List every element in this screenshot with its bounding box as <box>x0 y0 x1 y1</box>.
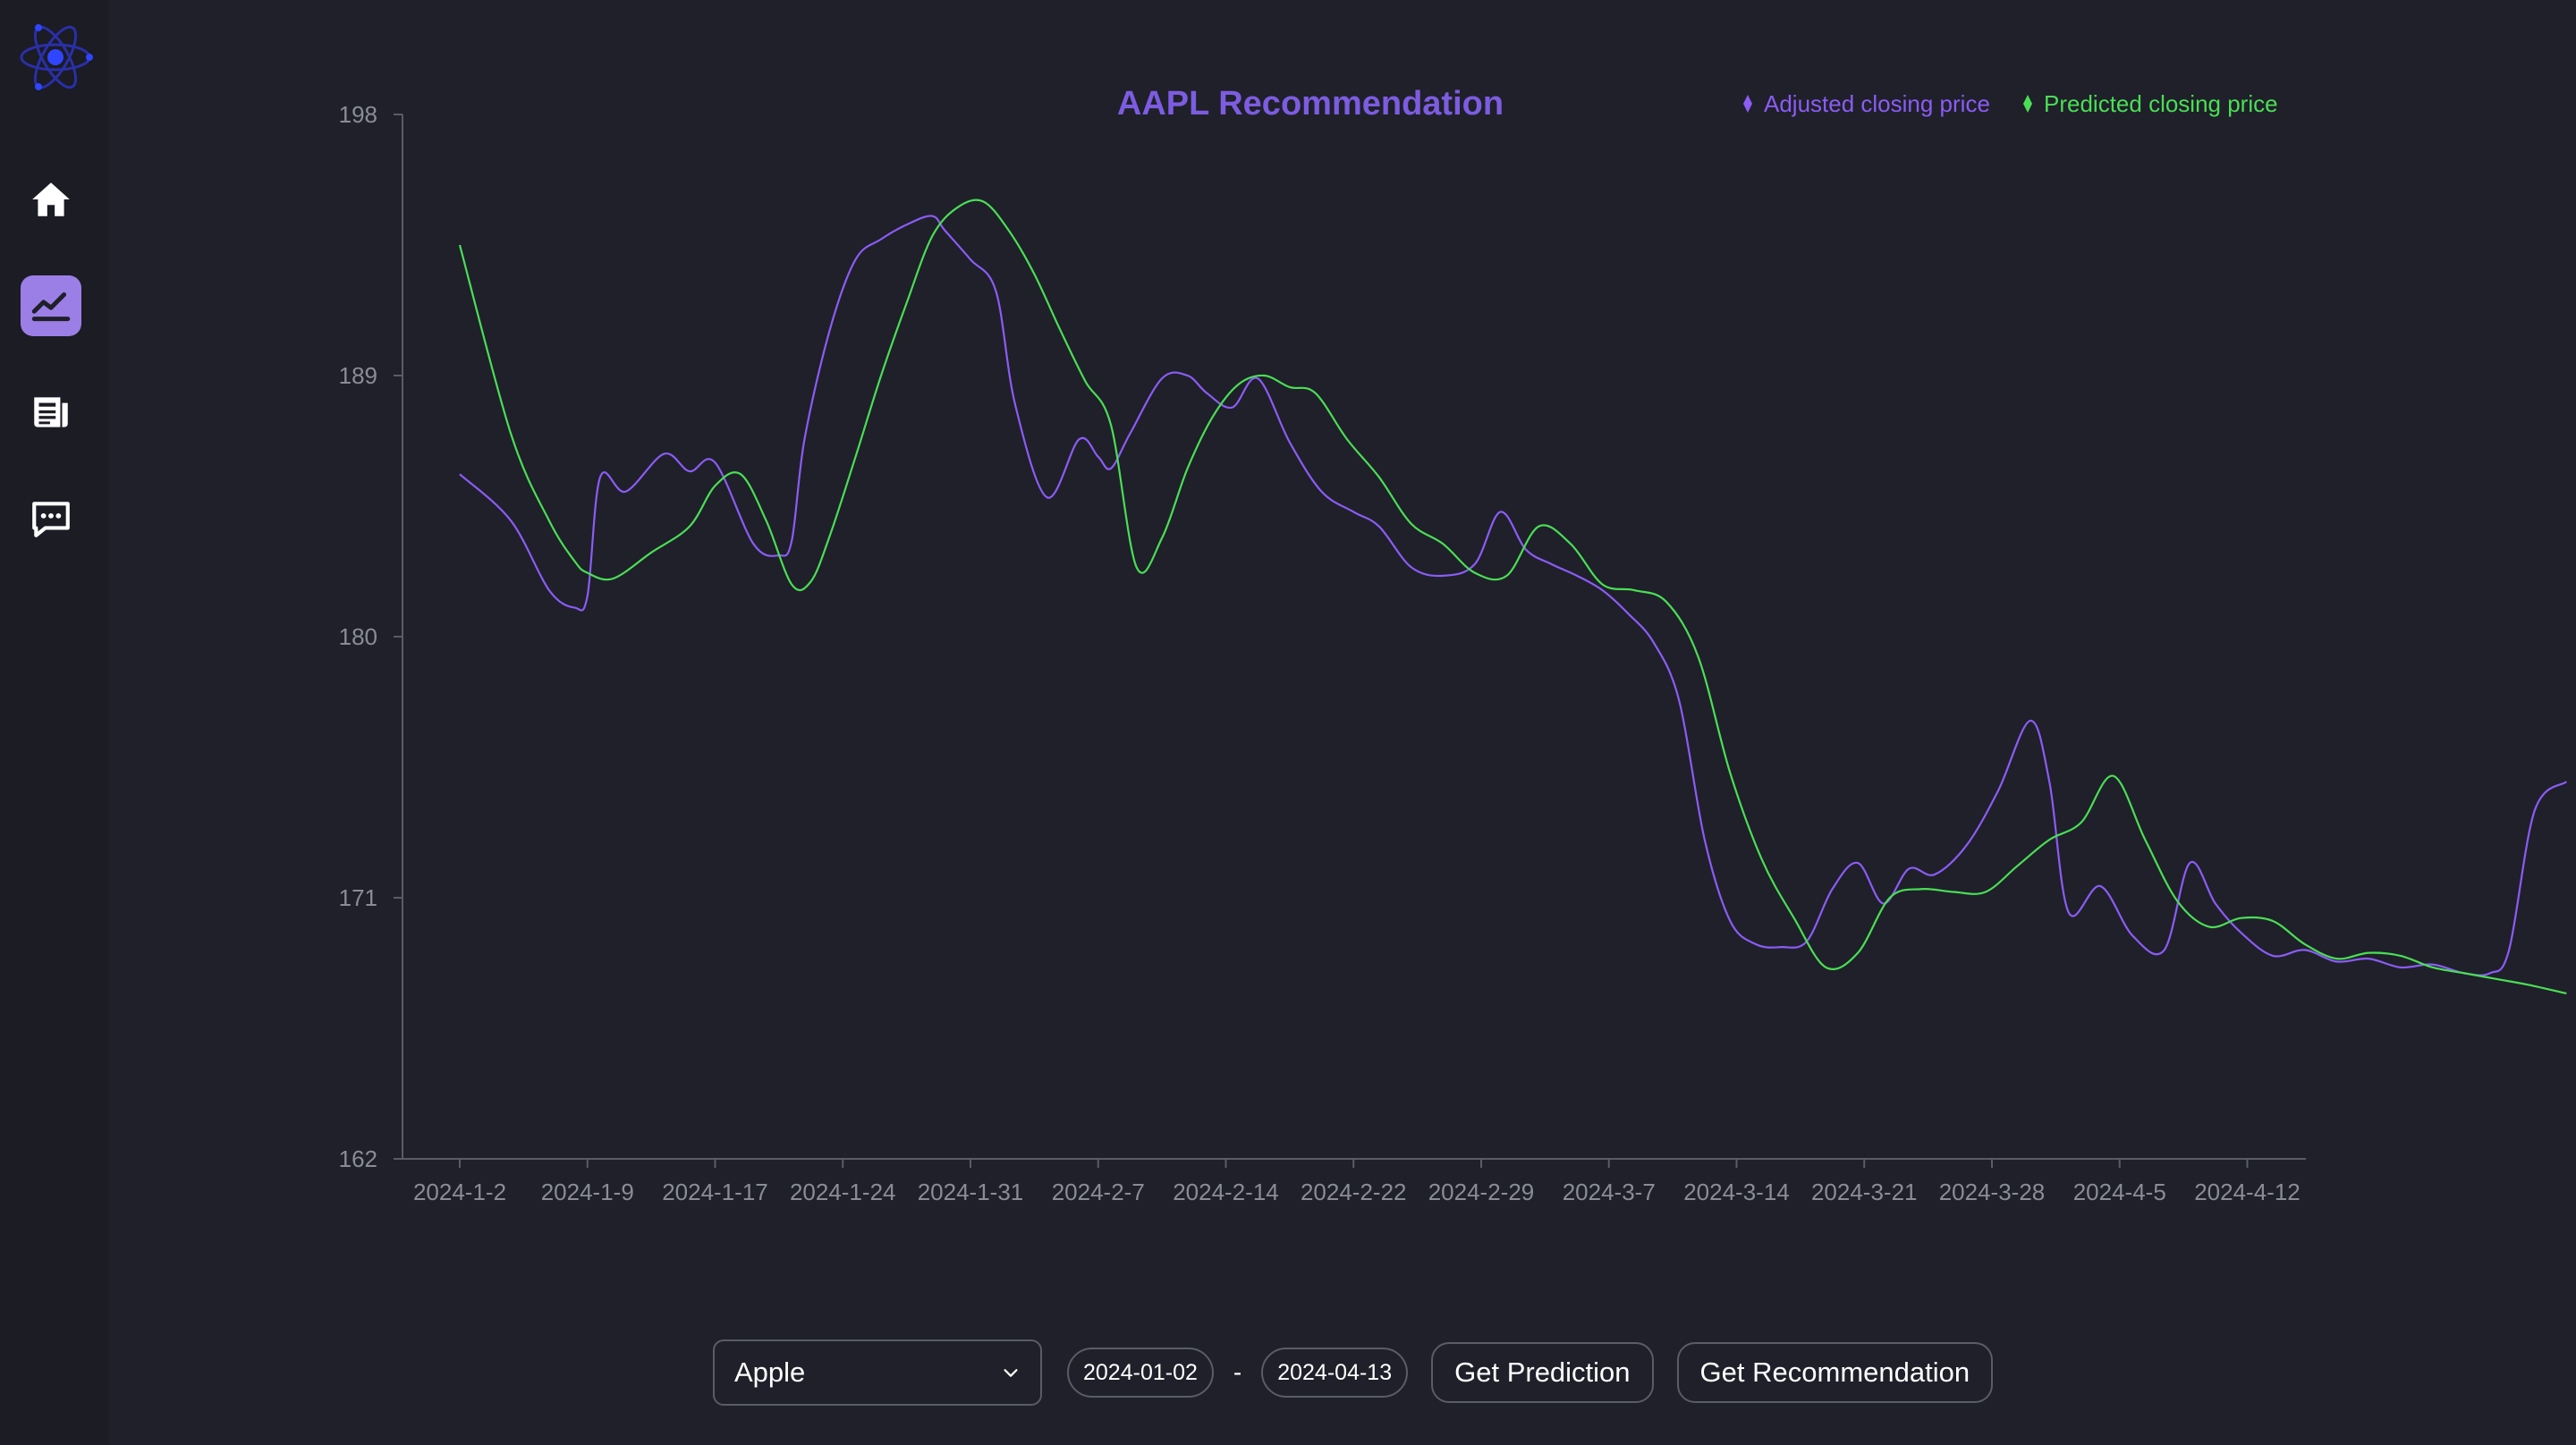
legend-marker-predicted <box>2023 95 2032 113</box>
x-tick-label: 2024-3-21 <box>1811 1179 1918 1205</box>
chart-legend: Adjusted closing price Predicted closing… <box>1743 90 2278 117</box>
y-tick-label: 189 <box>339 362 377 389</box>
x-tick-label: 2024-1-31 <box>918 1179 1024 1205</box>
y-tick-label: 198 <box>339 101 377 128</box>
x-tick-label: 2024-3-7 <box>1563 1179 1656 1205</box>
x-tick-label: 2024-2-14 <box>1173 1179 1279 1205</box>
sidebar <box>0 0 109 1445</box>
x-tick-label: 2024-1-24 <box>790 1179 896 1205</box>
chart-title: AAPL Recommendation <box>1117 85 1504 123</box>
x-tick-label: 2024-4-5 <box>2073 1179 2166 1205</box>
legend-marker-adjusted <box>1743 95 1752 113</box>
x-tick-label: 2024-3-28 <box>1939 1179 2046 1205</box>
y-tick-label: 162 <box>339 1145 377 1172</box>
chevron-down-icon <box>1004 1369 1018 1377</box>
atom-icon[interactable] <box>18 20 93 95</box>
x-tick-label: 2024-3-14 <box>1683 1179 1790 1205</box>
home-icon <box>32 182 70 216</box>
x-tick-label: 2024-2-29 <box>1428 1179 1535 1205</box>
controls-bar: Apple 2024-01-02 - 2024-04-13 Get Predic… <box>713 1338 1994 1407</box>
sidebar-item-home[interactable] <box>21 169 81 230</box>
x-tick-label: 2024-1-9 <box>541 1179 634 1205</box>
series-line-predicted-closing-price <box>458 199 2567 995</box>
start-date-input[interactable]: 2024-01-02 <box>1067 1348 1214 1398</box>
end-date-input[interactable]: 2024-04-13 <box>1261 1348 1409 1398</box>
get-prediction-button[interactable]: Get Prediction <box>1431 1342 1654 1403</box>
x-tick-label: 2024-2-22 <box>1301 1179 1407 1205</box>
chat-icon <box>32 502 70 537</box>
newspaper-icon <box>34 397 68 427</box>
y-tick-label: 180 <box>339 623 377 650</box>
legend-label-predicted: Predicted closing price <box>2044 90 2278 117</box>
stock-select-value: Apple <box>734 1356 806 1388</box>
sidebar-item-chart[interactable] <box>21 275 81 336</box>
sidebar-item-news[interactable] <box>21 382 81 443</box>
y-tick-label: 171 <box>339 884 377 911</box>
x-tick-label: 2024-1-17 <box>662 1179 768 1205</box>
sidebar-item-chat[interactable] <box>21 488 81 549</box>
x-tick-label: 2024-1-2 <box>413 1179 506 1205</box>
get-recommendation-button[interactable]: Get Recommendation <box>1676 1342 1994 1403</box>
date-separator: - <box>1233 1358 1242 1386</box>
legend-label-adjusted: Adjusted closing price <box>1764 90 1990 117</box>
x-tick-label: 2024-2-7 <box>1052 1179 1145 1205</box>
chart-line-icon <box>31 292 71 322</box>
x-tick-label: 2024-4-12 <box>2194 1179 2301 1205</box>
series-line-adjusted-closing-price <box>459 215 2568 976</box>
stock-select[interactable]: Apple <box>713 1339 1042 1406</box>
price-chart: AAPL Recommendation Adjusted closing pri… <box>339 85 2568 1205</box>
